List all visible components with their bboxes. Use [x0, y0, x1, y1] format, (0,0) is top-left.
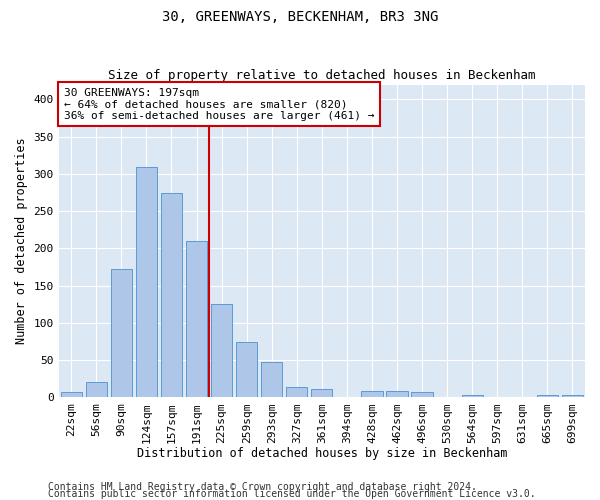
Text: Contains public sector information licensed under the Open Government Licence v3: Contains public sector information licen…	[48, 489, 536, 499]
Bar	[261, 362, 283, 398]
X-axis label: Distribution of detached houses by size in Beckenham: Distribution of detached houses by size …	[137, 447, 507, 460]
Bar	[236, 342, 257, 398]
Bar	[136, 166, 157, 398]
Bar	[86, 382, 107, 398]
Text: Contains HM Land Registry data © Crown copyright and database right 2024.: Contains HM Land Registry data © Crown c…	[48, 482, 477, 492]
Title: Size of property relative to detached houses in Beckenham: Size of property relative to detached ho…	[108, 69, 536, 82]
Bar	[110, 270, 132, 398]
Bar	[61, 392, 82, 398]
Bar	[186, 241, 207, 398]
Bar	[537, 395, 558, 398]
Bar	[412, 392, 433, 398]
Y-axis label: Number of detached properties: Number of detached properties	[15, 138, 28, 344]
Bar	[361, 391, 383, 398]
Bar	[461, 395, 483, 398]
Text: 30, GREENWAYS, BECKENHAM, BR3 3NG: 30, GREENWAYS, BECKENHAM, BR3 3NG	[162, 10, 438, 24]
Bar	[286, 387, 307, 398]
Bar	[386, 391, 407, 398]
Text: 30 GREENWAYS: 197sqm
← 64% of detached houses are smaller (820)
36% of semi-deta: 30 GREENWAYS: 197sqm ← 64% of detached h…	[64, 88, 374, 121]
Bar	[311, 388, 332, 398]
Bar	[211, 304, 232, 398]
Bar	[562, 395, 583, 398]
Bar	[161, 192, 182, 398]
